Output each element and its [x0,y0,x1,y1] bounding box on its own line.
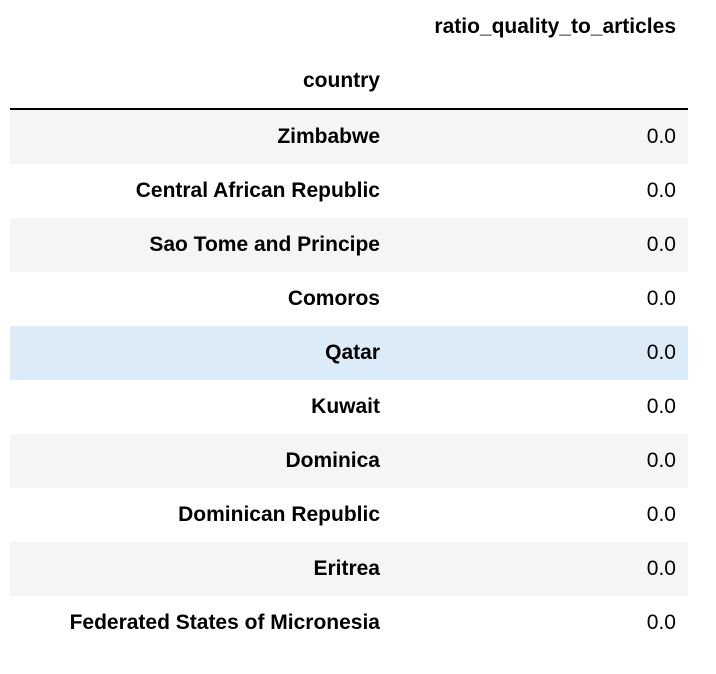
table-row-highlighted: Qatar 0.0 [10,326,688,380]
row-value: 0.0 [646,395,676,418]
row-value: 0.0 [646,557,676,580]
row-value: 0.0 [646,503,676,526]
row-value: 0.0 [646,179,676,202]
row-value: 0.0 [646,611,676,634]
table-row: Eritrea 0.0 [10,542,688,596]
row-index-label: Dominica [285,449,380,472]
row-value: 0.0 [646,233,676,256]
column-header-ratio: ratio_quality_to_articles [434,15,676,38]
table-row: Central African Republic 0.0 [10,164,688,218]
row-index-label: Dominican Republic [178,503,380,526]
row-index-label: Zimbabwe [277,125,380,148]
row-value: 0.0 [646,287,676,310]
table-row: Federated States of Micronesia 0.0 [10,596,688,650]
row-value: 0.0 [646,449,676,472]
row-index-label: Eritrea [313,557,380,580]
dataframe-table: ratio_quality_to_articles country Zimbab… [10,0,688,650]
row-index-label: Sao Tome and Principe [149,233,380,256]
column-header-row: ratio_quality_to_articles [10,0,688,54]
table-row: Kuwait 0.0 [10,380,688,434]
row-value: 0.0 [646,341,676,364]
row-index-label: Federated States of Micronesia [69,611,380,634]
row-value: 0.0 [646,125,676,148]
index-name-row: country [10,54,688,108]
index-name-header: country [302,69,380,92]
table-row: Zimbabwe 0.0 [10,110,688,164]
row-index-label: Comoros [287,287,380,310]
header-divider [10,108,688,110]
header-index-blank [10,0,380,54]
table-row: Sao Tome and Principe 0.0 [10,218,688,272]
row-index-label: Kuwait [311,395,380,418]
row-index-label: Central African Republic [135,179,380,202]
table-row: Comoros 0.0 [10,272,688,326]
table-row: Dominica 0.0 [10,434,688,488]
table-row: Dominican Republic 0.0 [10,488,688,542]
row-index-label: Qatar [325,341,380,364]
index-name-blank [390,54,676,108]
